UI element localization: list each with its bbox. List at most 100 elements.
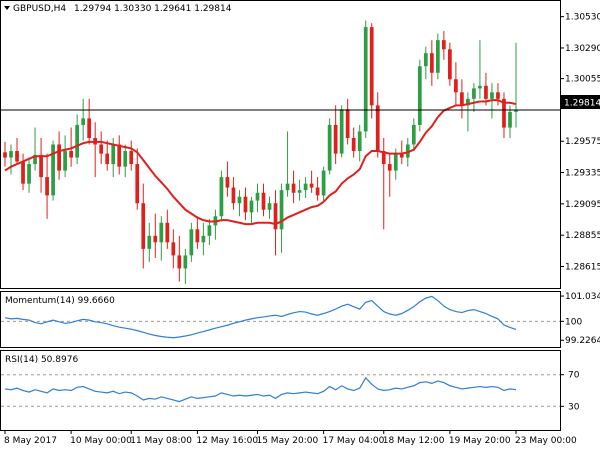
candle-body xyxy=(261,192,266,210)
rsi-line xyxy=(4,376,517,403)
candle-body xyxy=(363,27,368,132)
candle-body xyxy=(454,79,458,93)
candle-body xyxy=(285,183,290,191)
candle-body xyxy=(315,187,320,196)
candle-body xyxy=(255,192,260,201)
current-price-label: 1.29814 xyxy=(564,99,600,109)
rsi-pane-frame xyxy=(0,350,561,431)
moving-average-line xyxy=(4,99,517,226)
price-tick-label: 1.29095 xyxy=(565,200,600,210)
candle-body xyxy=(195,229,200,243)
candle-body xyxy=(478,85,482,89)
time-tick-label: 10 May 00:00 xyxy=(70,436,132,446)
time-tick-label: 23 May 00:00 xyxy=(515,436,577,446)
candle-body xyxy=(39,154,43,178)
candle-body xyxy=(514,110,518,112)
candle-body xyxy=(207,225,212,236)
candle-body xyxy=(153,235,158,243)
candle-body xyxy=(490,92,494,99)
candle-body xyxy=(375,105,380,152)
candle-body xyxy=(303,183,308,191)
candle-body xyxy=(448,49,452,80)
candle-body xyxy=(237,196,242,204)
candle-body xyxy=(63,151,67,171)
momentum-pane-frame xyxy=(0,291,561,348)
candle-body xyxy=(387,164,392,171)
candle-body xyxy=(9,151,13,158)
candle-body xyxy=(15,151,19,162)
candle-body xyxy=(33,154,37,165)
time-tick-label: 19 May 20:00 xyxy=(449,436,511,446)
candle-body xyxy=(435,40,440,73)
candle-body xyxy=(189,229,194,256)
time-tick-label: 15 May 20:00 xyxy=(256,436,318,446)
price-tick-label: 1.30055 xyxy=(565,75,600,85)
candle-body xyxy=(51,144,55,196)
candle-body xyxy=(135,164,140,204)
momentum-tick-label: 101.0342 xyxy=(565,292,600,302)
candle-body xyxy=(165,222,170,243)
price-tick-label: 1.29575 xyxy=(565,137,600,147)
candle-body xyxy=(243,196,248,213)
price-tick-label: 1.29335 xyxy=(565,169,600,179)
candle-body xyxy=(423,53,428,67)
current-price-box xyxy=(561,95,600,109)
candle-body xyxy=(177,255,182,269)
candle-body xyxy=(381,151,386,165)
candle-body xyxy=(57,144,61,171)
time-tick-label: 8 May 2017 xyxy=(4,436,57,446)
candle-body xyxy=(417,66,422,125)
candle-body xyxy=(201,235,206,243)
price-tick-label: 1.28855 xyxy=(565,231,600,241)
candle-body xyxy=(411,124,416,145)
candle-body xyxy=(369,27,374,106)
candle-body xyxy=(309,183,314,188)
momentum-title: Momentum(14) 99.6660 xyxy=(5,296,115,306)
momentum-axis: 101.0342 100 99.2264 xyxy=(560,292,600,346)
candle-body xyxy=(496,92,500,99)
candle-body xyxy=(99,144,104,154)
momentum-line xyxy=(4,295,517,339)
candle-body xyxy=(105,153,110,165)
candle-body xyxy=(117,144,122,167)
dropdown-triangle-icon[interactable] xyxy=(4,6,10,10)
candle-body xyxy=(219,177,224,217)
candle-body xyxy=(111,144,116,165)
candle-body xyxy=(345,109,350,138)
candle-body xyxy=(466,98,470,106)
rsi-tick-label: 70 xyxy=(568,371,580,381)
time-tick-label: 12 May 16:00 xyxy=(196,436,258,446)
momentum-tick-label: 99.2264 xyxy=(565,336,600,346)
candle-body xyxy=(393,153,398,171)
ohlc-readout: 1.29794 1.30330 1.29641 1.29814 xyxy=(74,4,232,14)
candle-body xyxy=(81,118,86,125)
candle-body xyxy=(460,92,464,106)
time-tick-label: 17 May 04:00 xyxy=(323,436,385,446)
candle-body xyxy=(45,177,49,196)
candle-body xyxy=(273,203,278,230)
candle-body xyxy=(327,124,332,171)
rsi-title: RSI(14) 50.8976 xyxy=(5,355,78,365)
candle-body xyxy=(123,151,128,167)
momentum-tick-label: 100 xyxy=(565,317,582,327)
candle-body xyxy=(472,88,476,99)
candlestick-series xyxy=(3,20,518,285)
price-tick-label: 1.28615 xyxy=(565,262,600,272)
candle-body xyxy=(129,151,134,165)
candle-body xyxy=(484,85,488,99)
symbol-label: GBPUSD,H4 xyxy=(13,4,66,14)
candle-body xyxy=(441,40,446,50)
candle-body xyxy=(351,137,356,152)
candle-body xyxy=(502,98,506,128)
time-tick-label: 18 May 12:00 xyxy=(383,436,445,446)
title-bar: GBPUSD,H4 1.29794 1.30330 1.29641 1.2981… xyxy=(4,4,232,14)
price-pane-frame xyxy=(0,0,561,289)
candle-body xyxy=(399,153,404,158)
candle-body xyxy=(159,222,164,243)
candle-body xyxy=(75,124,80,158)
candle-body xyxy=(183,255,188,269)
rsi-tick-label: 30 xyxy=(568,402,580,412)
candle-body xyxy=(405,144,410,158)
